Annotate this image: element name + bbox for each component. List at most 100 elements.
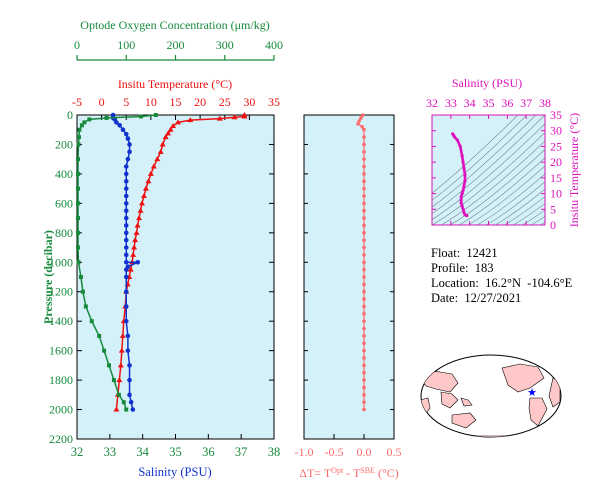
delta-t-point — [362, 393, 366, 397]
salinity-point — [123, 230, 129, 236]
oxygen-point — [75, 157, 80, 162]
delta-t-point — [362, 334, 366, 338]
salinity-point — [135, 259, 141, 265]
oxygen-point — [116, 392, 121, 397]
map-land-south-america — [528, 397, 548, 427]
salinity-tick-label: 33 — [104, 445, 117, 459]
ts-xtick-label: 33 — [445, 96, 457, 110]
oxygen-point — [153, 113, 158, 117]
salinity-point — [127, 363, 132, 368]
temperature-point — [154, 156, 161, 162]
ts-point — [460, 154, 464, 158]
delta-t-point — [362, 164, 366, 169]
ts-point — [459, 201, 463, 205]
delta-t-point — [362, 238, 366, 242]
temperature-tick-label: -5 — [72, 95, 82, 109]
oxygen-point — [80, 289, 85, 294]
delta-t-point — [362, 297, 366, 301]
ts-isopycnal — [432, 132, 545, 225]
temperature-point — [133, 229, 140, 235]
oxygen-point — [75, 216, 80, 221]
temperature-point — [162, 134, 169, 140]
delta-t-panel: -1.0 -0.5 0.0 0.5 ΔT= TOpt - TSBE (°C) — [295, 113, 402, 480]
temperature-point — [134, 222, 141, 228]
delta-t-axis-label: ΔT= TOpt - TSBE (°C) — [299, 466, 399, 481]
temperature-tick-label: 30 — [243, 95, 255, 109]
temperature-tick-label: 15 — [170, 95, 182, 109]
map-land-north-america — [501, 363, 545, 393]
salinity-point — [123, 186, 129, 191]
ts-isopycnal — [558, 105, 609, 230]
ts-isopycnal — [485, 181, 545, 225]
temperature-point — [118, 347, 125, 353]
salinity-point — [123, 274, 129, 280]
ts-point — [461, 188, 465, 193]
ts-ytick-label: 20 — [550, 155, 562, 169]
salinity-point — [125, 136, 131, 141]
float-location-marker: ★ — [527, 387, 537, 399]
temperature-point — [145, 178, 152, 184]
salinity-point — [128, 399, 134, 405]
ts-xtick-label: 32 — [426, 96, 438, 110]
ts-isopycnal — [476, 173, 545, 225]
temperature-point — [127, 266, 134, 272]
salinity-point — [117, 123, 122, 128]
pressure-tick-label: 2000 — [49, 403, 73, 417]
ts-point — [461, 160, 465, 164]
salinity-tick-label: 36 — [202, 445, 215, 459]
ts-ytick-label: 5 — [550, 202, 556, 216]
ts-xtick-label: 37 — [520, 96, 532, 110]
ts-isopycnal — [432, 115, 545, 214]
ts-ylabel: Insitu Temperature (°C) — [567, 113, 581, 227]
delta-t-point — [362, 127, 366, 132]
temperature-point — [137, 207, 144, 213]
delta-t-point — [362, 157, 366, 161]
oxygen-tick-label: 300 — [216, 38, 234, 52]
delta-t-point — [362, 363, 366, 368]
ts-isopycnal — [512, 203, 545, 225]
temperature-tick-label: 0 — [99, 95, 105, 109]
delta-t-point — [362, 341, 366, 346]
delta-t-label-sup1: Opt — [331, 466, 344, 475]
map-land-antarctica — [427, 435, 557, 437]
oxygen-point — [79, 123, 84, 128]
salinity-point — [123, 193, 129, 199]
oxygen-point — [97, 333, 102, 338]
delta-t-label-part3: (°C) — [375, 466, 399, 480]
ts-isopycnal — [449, 149, 545, 225]
profile-panel: 0200400600800100012001400160018002000220… — [41, 18, 283, 479]
oxygen-point — [124, 407, 129, 412]
oxygen-point — [102, 348, 107, 353]
salinity-point — [123, 267, 129, 272]
delta-t-point — [362, 407, 366, 412]
temperature-tick-label: 20 — [194, 95, 206, 109]
ts-xtick-label: 34 — [464, 96, 476, 110]
oxygen-point — [78, 275, 83, 279]
pressure-tick-label: 1800 — [49, 373, 73, 387]
oxygen-point — [75, 171, 80, 176]
ts-point — [462, 184, 466, 188]
temperature-point — [167, 126, 174, 132]
pressure-tick-label: 400 — [55, 167, 73, 181]
oxygen-point — [76, 260, 81, 265]
salinity-point — [123, 237, 129, 243]
ts-point — [459, 195, 463, 199]
salinity-tick-label: 35 — [169, 445, 182, 459]
delta-t-point — [362, 231, 366, 235]
oxygen-point — [75, 245, 80, 250]
delta-t-label-sup2: SBE — [360, 466, 375, 475]
ts-point — [459, 198, 463, 202]
delta-t-point — [362, 216, 366, 220]
oxygen-point — [139, 114, 144, 119]
temperature-point — [117, 362, 124, 368]
ts-point — [453, 135, 457, 139]
delta-t-point — [362, 172, 366, 176]
salinity-point — [123, 164, 129, 169]
delta-t-label-part2: - T — [343, 466, 361, 480]
delta-t-point — [362, 282, 366, 287]
salinity-point — [125, 348, 131, 353]
oxygen-tick-label: 100 — [117, 38, 135, 52]
delta-t-point — [362, 179, 366, 184]
salinity-point — [125, 156, 131, 162]
